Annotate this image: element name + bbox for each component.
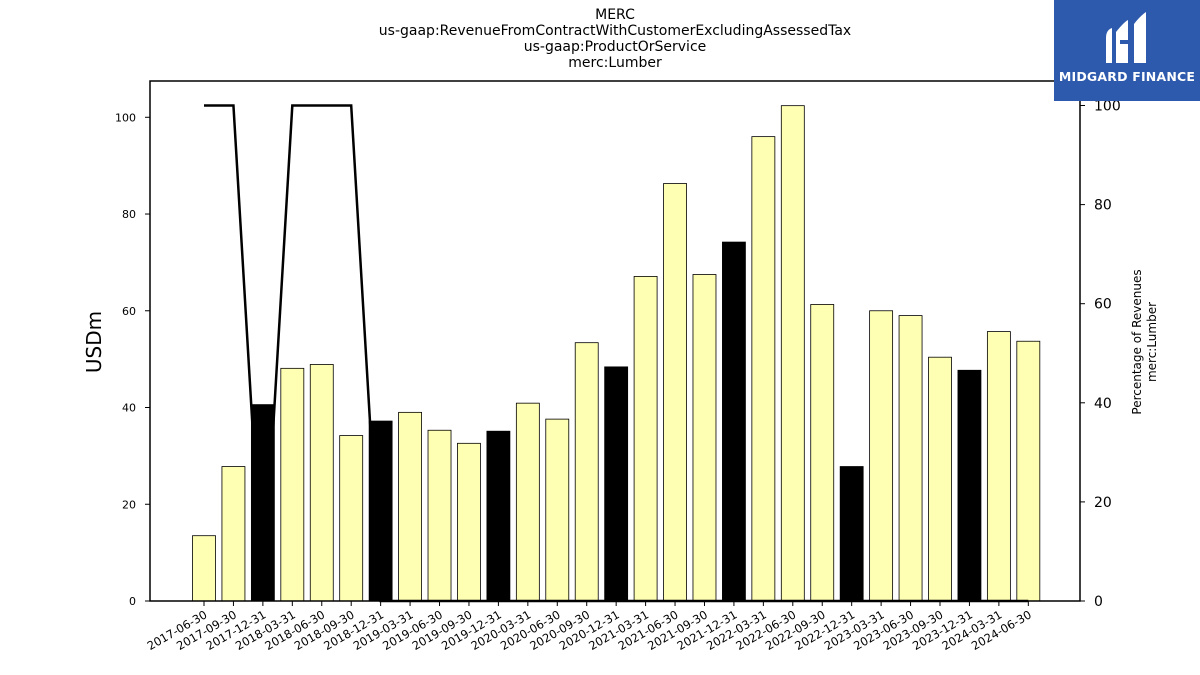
- bar: [957, 369, 982, 602]
- y2-axis-label-line2: merc:Lumber: [1145, 302, 1159, 382]
- y2-tick-label: 20: [1094, 495, 1112, 511]
- bar: [986, 331, 1011, 602]
- chart-subtitle-2: us-gaap:ProductOrService: [523, 39, 707, 55]
- bar: [486, 430, 511, 602]
- logo-text: MIDGARD FINANCE: [1058, 69, 1196, 84]
- bar: [663, 183, 687, 602]
- bar: [515, 402, 540, 602]
- plot-frame: [149, 80, 1081, 602]
- bar: [604, 366, 629, 602]
- chart-title: MERC: [595, 7, 635, 23]
- bar: [869, 310, 894, 602]
- y2-axis-label-line1: Percentage of Revenues: [1130, 269, 1144, 414]
- y-tick-label: 20: [122, 498, 136, 511]
- y-tick-label: 100: [115, 111, 136, 124]
- bar: [751, 136, 776, 602]
- y-tick-label: 60: [122, 305, 136, 318]
- bar: [810, 304, 835, 602]
- y-axis-label: USDm: [82, 311, 106, 373]
- bar: [780, 105, 805, 602]
- bar: [221, 466, 246, 602]
- bar: [339, 435, 364, 602]
- chart-subtitle-3: merc:Lumber: [568, 55, 662, 71]
- y2-tick-label: 40: [1094, 396, 1112, 412]
- y2-tick-label: 0: [1094, 594, 1103, 610]
- brand-logo: MIDGARD FINANCE: [1054, 0, 1200, 101]
- bar: [722, 241, 746, 602]
- y-tick-label: 40: [122, 402, 136, 415]
- bar: [574, 342, 599, 602]
- logo-mark-icon: [1106, 12, 1146, 63]
- y2-tick-label: 100: [1094, 99, 1121, 115]
- bar: [309, 364, 334, 602]
- bar: [192, 535, 216, 602]
- bar: [457, 442, 481, 602]
- bar: [928, 356, 952, 602]
- bar: [250, 404, 275, 602]
- y2-tick-label: 80: [1094, 198, 1112, 214]
- bar: [1016, 340, 1041, 602]
- bars-group: [192, 105, 1041, 602]
- y2-tick-label: 60: [1094, 297, 1112, 313]
- bar: [633, 276, 658, 602]
- bar: [692, 274, 717, 602]
- chart-subtitle-1: us-gaap:RevenueFromContractWithCustomerE…: [378, 23, 852, 39]
- bar: [280, 367, 305, 602]
- bar: [839, 466, 864, 602]
- y-tick-label: 80: [122, 208, 136, 221]
- y-tick-label: 0: [129, 595, 136, 608]
- bar: [898, 315, 923, 602]
- bar: [545, 418, 570, 602]
- bar: [427, 429, 452, 602]
- bar: [398, 411, 422, 602]
